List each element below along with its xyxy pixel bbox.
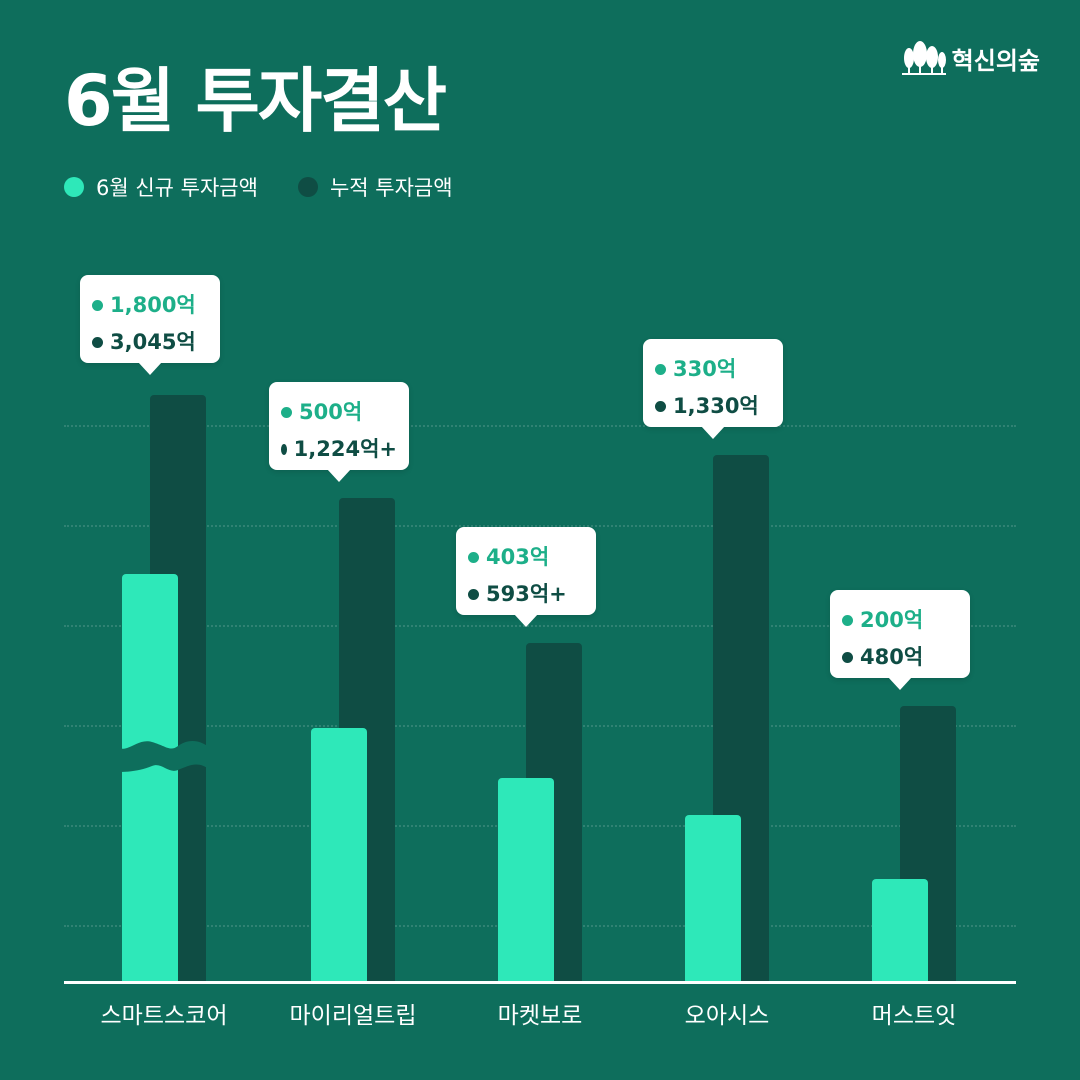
dot-cumulative-icon [281, 444, 287, 455]
dot-new-icon [655, 364, 666, 375]
bar-new-marketboro [498, 778, 554, 982]
legend-item-new: 6월 신규 투자금액 [64, 172, 258, 202]
tooltip-myrealtrip: 500억 1,224억+ [269, 382, 409, 482]
x-label-smartscore: 스마트스코어 [100, 1003, 228, 1029]
tooltip-smartscore: 1,800억 3,045억 [80, 275, 220, 375]
brand-logo: 혁신의숲 [900, 38, 1040, 78]
dot-new-icon [281, 407, 292, 418]
bar-new-myrealtrip [311, 728, 367, 982]
tooltip-new-value: 403억 [486, 545, 550, 569]
x-label-marketboro: 마켓보로 [497, 1003, 583, 1029]
x-label-oasis: 오아시스 [684, 1003, 770, 1029]
bar-new-smartscore [122, 574, 178, 982]
tooltip-cumulative-value: 480억 [860, 645, 924, 669]
x-label-myrealtrip: 마이리얼트립 [289, 1003, 417, 1029]
x-axis-line [64, 981, 1016, 984]
tooltip-new-value: 500억 [299, 400, 363, 424]
tooltip-new-value: 200억 [860, 608, 924, 632]
legend-item-cumulative: 누적 투자금액 [297, 172, 453, 202]
legend-label-cumulative: 누적 투자금액 [329, 176, 453, 200]
tooltip-mustit: 200억 480억 [830, 590, 970, 690]
dot-cumulative-icon [92, 337, 103, 348]
legend-label-new: 6월 신규 투자금액 [96, 176, 258, 200]
gridline [64, 625, 1016, 627]
legend-dot-cumulative-icon [297, 177, 318, 197]
gridline [64, 525, 1016, 527]
dot-cumulative-icon [468, 589, 479, 600]
tooltip-cumulative-value: 593억+ [486, 582, 567, 606]
tooltip-cumulative-value: 3,045억 [110, 330, 196, 354]
x-label-mustit: 머스트잇 [871, 1003, 957, 1029]
dot-cumulative-icon [842, 652, 853, 663]
axis-break-icon [118, 741, 210, 772]
tooltip-new-value: 1,800억 [110, 293, 196, 317]
brand-name: 혁신의숲 [951, 46, 1040, 75]
dot-new-icon [842, 615, 853, 626]
legend-dot-new-icon [64, 177, 84, 197]
dot-cumulative-icon [655, 401, 666, 412]
tooltip-cumulative-value: 1,330억 [673, 394, 759, 418]
dot-new-icon [468, 552, 479, 563]
tree-forest-icon [901, 41, 946, 75]
tooltip-oasis: 330억 1,330억 [643, 339, 783, 439]
bar-new-mustit [872, 879, 928, 982]
tooltip-marketboro: 403억 593억+ [456, 527, 596, 627]
chart-legend: 6월 신규 투자금액 누적 투자금액 [64, 172, 453, 202]
page-title: 6월 투자결산 [64, 60, 447, 142]
tooltip-cumulative-value: 1,224억+ [293, 437, 397, 461]
tooltip-new-value: 330억 [673, 357, 737, 381]
bar-new-oasis [685, 815, 741, 982]
gridline [64, 425, 1016, 427]
dot-new-icon [92, 300, 103, 311]
